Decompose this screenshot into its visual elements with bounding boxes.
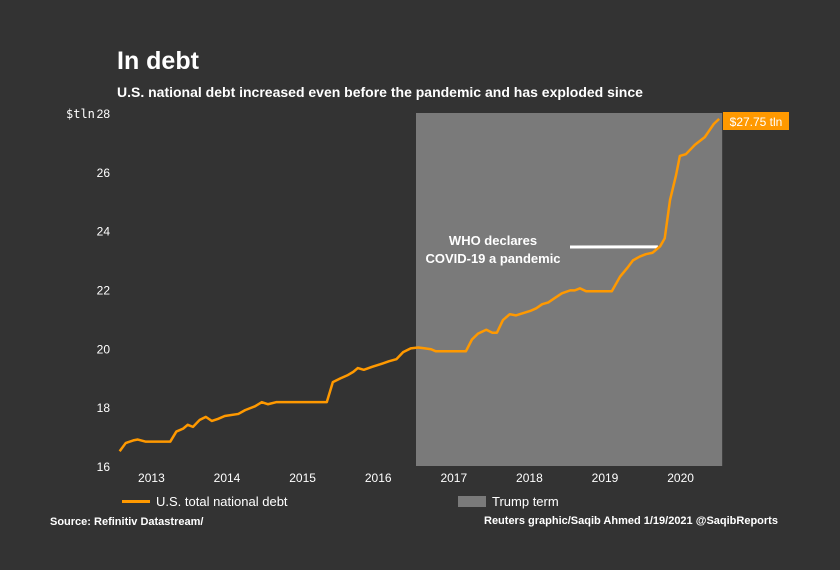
credit-note: Reuters graphic/Saqib Ahmed 1/19/2021 @S… xyxy=(484,515,778,527)
y-tick-label: 24 xyxy=(97,225,111,239)
x-tick-label: 2014 xyxy=(214,471,241,485)
legend-trump-term: Trump term xyxy=(458,494,559,509)
y-tick-label: 16 xyxy=(97,460,111,474)
x-tick-label: 2020 xyxy=(667,471,694,485)
end-value-label: $27.75 tln xyxy=(730,115,783,129)
x-tick-label: 2016 xyxy=(365,471,392,485)
x-tick-label: 2013 xyxy=(138,471,165,485)
x-tick-label: 2019 xyxy=(592,471,619,485)
x-tick-label: 2018 xyxy=(516,471,543,485)
annotation-line2: COVID-19 a pandemic xyxy=(425,251,560,266)
end-value-badge xyxy=(723,112,789,130)
y-tick-label: 18 xyxy=(97,401,111,415)
source-note: Source: Refinitiv Datastream/ xyxy=(50,516,204,528)
legend-trump-label: Trump term xyxy=(492,494,559,509)
legend-debt-label: U.S. total national debt xyxy=(156,494,288,509)
y-tick-label: 22 xyxy=(97,284,111,298)
annotation-line1: WHO declares xyxy=(449,233,537,248)
x-tick-label: 2017 xyxy=(440,471,467,485)
legend-debt: U.S. total national debt xyxy=(122,494,288,509)
y-tick-label: 26 xyxy=(97,166,111,180)
chart-title: In debt xyxy=(117,47,199,75)
legend-line-swatch xyxy=(122,500,150,503)
y-tick-label: 28 xyxy=(97,107,111,121)
debt-series-line xyxy=(118,117,721,453)
legend-shade-swatch xyxy=(458,496,486,507)
x-tick-label: 2015 xyxy=(289,471,316,485)
chart-subtitle: U.S. national debt increased even before… xyxy=(117,84,643,100)
y-tick-label: 20 xyxy=(97,342,111,356)
y-axis-unit-label: $tln xyxy=(66,107,95,121)
